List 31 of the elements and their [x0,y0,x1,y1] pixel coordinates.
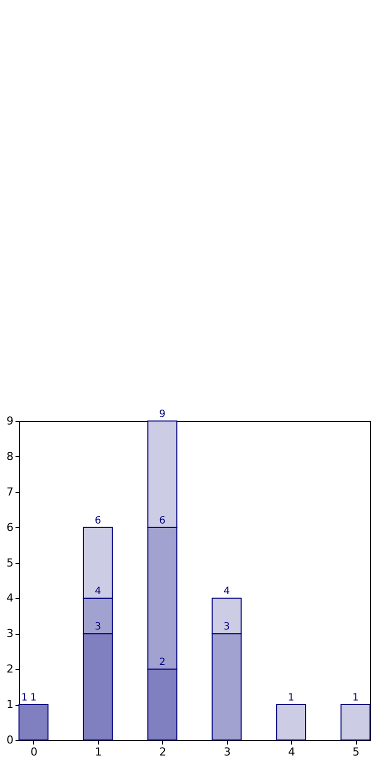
y-tick-label: 4 [6,592,14,605]
total-label: 1 [288,692,294,704]
total-label: 9 [159,409,166,420]
x-tick-label: 2 [159,746,166,758]
annotation: 3 [224,622,230,633]
y-tick-label: 7 [6,485,14,498]
total-label: 4 [224,586,230,598]
y-tick-label: 9 [6,414,14,428]
bar [18,704,48,740]
annotation: 3 [94,622,102,633]
y-tick-label: 0 [6,734,14,746]
x-tick-label: 3 [224,746,231,758]
y-tick-label: 1 [6,698,14,712]
bar [340,704,370,740]
y-tick-label: 3 [6,627,14,640]
y-tick-label: 6 [6,520,14,534]
x-tick-label: 0 [30,746,38,758]
annotation: 6 [159,515,166,526]
annotation: 4 [94,586,102,598]
y-tick-label: 2 [6,662,14,676]
total-label: 1 [352,692,359,704]
total-label: 1 [30,692,37,704]
y-tick-label: 8 [6,450,14,463]
annotation: 2 [159,657,166,668]
y-tick-label: 5 [6,556,14,570]
total-label: 6 [94,515,102,526]
bar [276,704,306,740]
x-tick-label: 1 [94,746,102,758]
annotation: 1 [21,692,28,704]
x-tick-label: 4 [288,746,296,758]
x-tick-label: 5 [352,746,360,758]
